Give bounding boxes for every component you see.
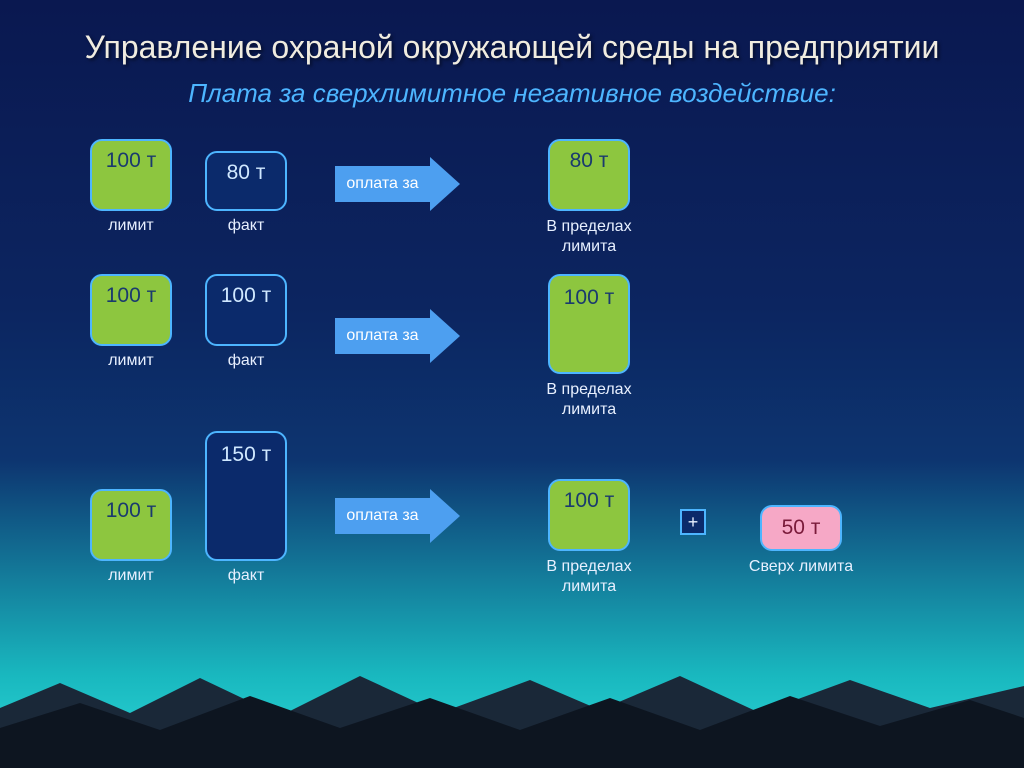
row3-limit-value: 100 т: [106, 499, 157, 523]
row3-fact-box: 150 т: [205, 431, 287, 561]
row3-arrow: оплата за: [335, 489, 465, 543]
row2-arrow-label: оплата за: [346, 327, 418, 345]
row3-excess-value: 50 т: [782, 516, 821, 540]
slide-subtitle: Плата за сверхлимитное негативное воздей…: [0, 78, 1024, 109]
mountain-decoration: [0, 658, 1024, 768]
row3-plus-symbol: +: [688, 512, 699, 533]
row3-fact-label: факт: [186, 567, 306, 585]
row3-result-box: 100 т: [548, 479, 630, 551]
row1-fact-label: факт: [186, 217, 306, 235]
row2-fact-label: факт: [186, 352, 306, 370]
row1-fact-value: 80 т: [227, 161, 266, 185]
row1-arrow-label: оплата за: [346, 175, 418, 193]
row2-fact-box: 100 т: [205, 274, 287, 346]
row3-excess-label: Сверх лимита: [741, 557, 861, 576]
row2-result-box: 100 т: [548, 274, 630, 374]
row1-result-label: В пределах лимита: [529, 217, 649, 255]
row3-arrow-label: оплата за: [346, 507, 418, 525]
row2-limit-value: 100 т: [106, 284, 157, 308]
row3-limit-box: 100 т: [90, 489, 172, 561]
row1-fact-box: 80 т: [205, 151, 287, 211]
row3-excess-box: 50 т: [760, 505, 842, 551]
row1-limit-value: 100 т: [106, 149, 157, 173]
row1-result-value: 80 т: [570, 149, 609, 173]
row1-limit-box: 100 т: [90, 139, 172, 211]
row2-result-label: В пределах лимита: [529, 380, 649, 418]
row3-fact-value: 150 т: [221, 443, 272, 467]
row1-limit-label: лимит: [71, 217, 191, 235]
row3-result-value: 100 т: [564, 489, 615, 513]
row2-limit-label: лимит: [71, 352, 191, 370]
row2-limit-box: 100 т: [90, 274, 172, 346]
row2-arrow: оплата за: [335, 309, 465, 363]
row1-result-box: 80 т: [548, 139, 630, 211]
row2-fact-value: 100 т: [221, 284, 272, 308]
row2-result-value: 100 т: [564, 286, 615, 310]
slide-title: Управление охраной окружающей среды на п…: [0, 0, 1024, 66]
row3-result-label: В пределах лимита: [529, 557, 649, 595]
diagram-content: 100 т лимит 80 т факт оплата за 80 т В п…: [0, 119, 1024, 679]
row1-arrow: оплата за: [335, 157, 465, 211]
row3-limit-label: лимит: [71, 567, 191, 585]
row3-plus: +: [680, 509, 706, 535]
